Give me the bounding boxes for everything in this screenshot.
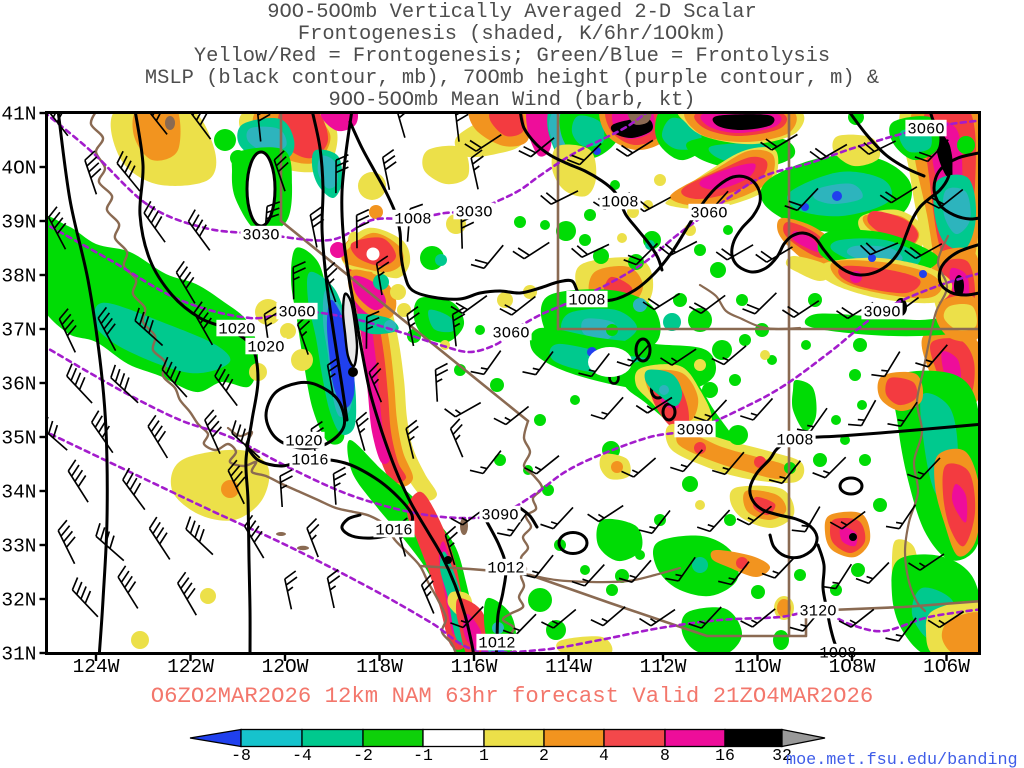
svg-text:11OW: 11OW (734, 656, 781, 678)
svg-text:-2: -2 (353, 746, 373, 765)
svg-text:1O8W: 1O8W (829, 656, 876, 678)
svg-text:33N: 33N (1, 536, 36, 558)
svg-text:38N: 38N (1, 266, 36, 288)
svg-text:MSLP (black contour, mb), 7OOm: MSLP (black contour, mb), 7OOmb height (… (145, 67, 879, 90)
svg-text:312O: 312O (799, 603, 836, 621)
svg-text:39N: 39N (1, 212, 36, 234)
svg-text:1OO8: 1OO8 (776, 432, 813, 450)
svg-text:1OO8: 1OO8 (601, 194, 638, 212)
svg-text:36N: 36N (1, 374, 36, 396)
svg-text:124W: 124W (73, 656, 120, 678)
svg-text:1O2O: 1O2O (218, 321, 255, 339)
svg-text:41N: 41N (1, 104, 36, 126)
svg-text:3O6O: 3O6O (278, 304, 315, 322)
svg-text:3O6O: 3O6O (690, 205, 727, 223)
svg-text:31N: 31N (1, 644, 36, 666)
svg-text:3O9O: 3O9O (481, 507, 518, 525)
svg-text:112W: 112W (640, 656, 687, 678)
svg-text:1O16: 1O16 (375, 522, 412, 540)
svg-text:118W: 118W (356, 656, 403, 678)
svg-text:1O12: 1O12 (478, 635, 515, 653)
svg-text:116W: 116W (451, 656, 498, 678)
svg-text:114W: 114W (545, 656, 592, 678)
svg-text:122W: 122W (167, 656, 214, 678)
svg-text:37N: 37N (1, 320, 36, 342)
svg-text:1OO8: 1OO8 (394, 211, 431, 229)
svg-text:9OO-5OOmb Vertically Averaged: 9OO-5OOmb Vertically Averaged 2-D Scalar (267, 1, 756, 24)
svg-text:12OW: 12OW (262, 656, 309, 678)
svg-text:16: 16 (715, 746, 735, 765)
svg-text:3O3O: 3O3O (242, 227, 279, 245)
svg-text:3O9O: 3O9O (863, 304, 900, 322)
svg-text:4: 4 (599, 746, 609, 765)
svg-text:-8: -8 (231, 746, 251, 765)
svg-text:32: 32 (772, 746, 792, 765)
svg-text:35N: 35N (1, 428, 36, 450)
svg-text:32N: 32N (1, 590, 36, 612)
svg-text:1O12: 1O12 (487, 560, 524, 578)
svg-text:1O2O: 1O2O (247, 339, 284, 357)
svg-text:Yellow/Red = Frontogenesis; G: Yellow/Red = Frontogenesis; Green/Blue =… (194, 45, 830, 68)
svg-text:9OO-5OOmb Mean Wind (barb, kt): 9OO-5OOmb Mean Wind (barb, kt) (328, 89, 695, 112)
svg-text:3O6O: 3O6O (907, 121, 944, 139)
svg-text:Frontogenesis (shaded, K/6hr/1: Frontogenesis (shaded, K/6hr/1OOkm) (298, 23, 726, 46)
svg-text:2: 2 (539, 746, 549, 765)
svg-text:moe.met.fsu.edu/banding: moe.met.fsu.edu/banding (786, 751, 1018, 768)
svg-text:1O16: 1O16 (291, 452, 328, 470)
svg-text:3O6O: 3O6O (492, 325, 529, 343)
svg-text:1O6W: 1O6W (923, 656, 970, 678)
svg-text:8: 8 (660, 746, 670, 765)
svg-text:3O3O: 3O3O (455, 204, 492, 222)
svg-text:-1: -1 (413, 746, 433, 765)
svg-text:-4: -4 (292, 746, 312, 765)
svg-text:34N: 34N (1, 482, 36, 504)
svg-text:3O9O: 3O9O (676, 422, 713, 440)
svg-text:1OO8: 1OO8 (568, 292, 605, 310)
svg-text:1: 1 (479, 746, 489, 765)
svg-text:O6ZO2MAR2O26 12km NAM 63hr for: O6ZO2MAR2O26 12km NAM 63hr forecast Vali… (151, 683, 874, 709)
svg-text:4ON: 4ON (1, 158, 36, 180)
svg-text:1O2O: 1O2O (285, 433, 322, 451)
